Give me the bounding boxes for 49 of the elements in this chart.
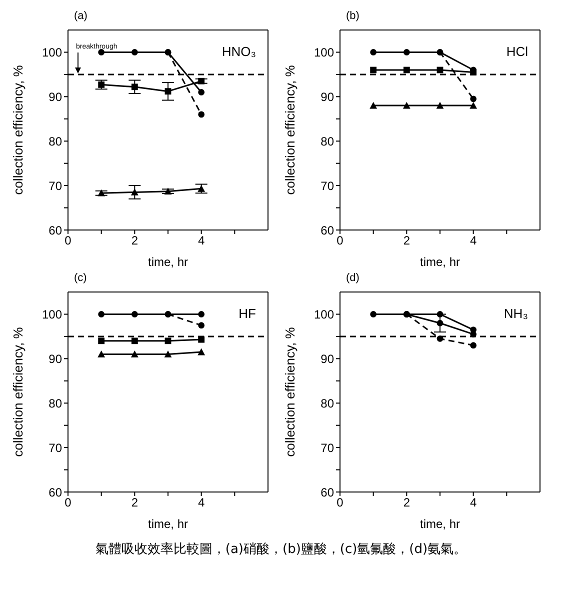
y-tick-label: 80 xyxy=(320,134,334,148)
y-tick-label: 80 xyxy=(320,396,334,410)
y-tick-label: 100 xyxy=(314,45,334,60)
y-tick-label: 80 xyxy=(48,134,62,148)
x-tick-label: 0 xyxy=(64,496,72,510)
chart-title: (c) xyxy=(74,272,87,284)
annotation: NH₃ xyxy=(504,306,528,321)
x-tick-label: 2 xyxy=(131,496,138,510)
y-tick-label: 70 xyxy=(320,440,334,455)
x-tick-label: 4 xyxy=(198,496,205,510)
chart-title: (d) xyxy=(346,272,360,284)
x-axis-title: time, hr xyxy=(420,517,460,531)
x-axis-title: time, hr xyxy=(148,255,188,269)
y-tick-label: 90 xyxy=(48,352,62,366)
y-tick-label: 70 xyxy=(48,178,62,193)
y-tick-label: 90 xyxy=(48,90,62,104)
x-axis-title: time, hr xyxy=(148,517,188,531)
chart-title: (a) xyxy=(74,10,88,22)
x-tick-label: 4 xyxy=(470,234,477,248)
x-tick-label: 2 xyxy=(403,234,410,248)
y-tick-label: 100 xyxy=(314,307,334,322)
y-tick-label: 90 xyxy=(320,90,334,104)
x-tick-label: 0 xyxy=(336,234,344,248)
y-tick-label: 90 xyxy=(320,352,334,366)
text: 氣體吸收效率比較圖，(a)硝酸，(b)鹽酸，(c)氫氟酸，(d)氨氣。 xyxy=(94,541,468,558)
y-tick-label: 100 xyxy=(42,307,62,322)
y-axis-title: collection efficiency, % xyxy=(282,326,298,457)
y-tick-label: 60 xyxy=(48,223,62,238)
y-axis-title: collection efficiency, % xyxy=(10,64,26,195)
x-tick-label: 2 xyxy=(131,234,138,248)
y-axis-title: collection efficiency, % xyxy=(10,326,26,457)
x-tick-label: 4 xyxy=(470,496,477,510)
chart-title: (b) xyxy=(346,10,360,22)
y-tick-label: 60 xyxy=(320,223,334,238)
annotation: HF xyxy=(238,306,256,321)
annotation: HCl xyxy=(506,44,528,59)
x-axis-title: time, hr xyxy=(420,255,460,269)
y-tick-label: 70 xyxy=(48,440,62,455)
x-tick-label: 2 xyxy=(403,496,410,510)
x-tick-label: 0 xyxy=(336,496,344,510)
y-tick-label: 100 xyxy=(42,45,62,60)
y-tick-label: 60 xyxy=(48,485,62,500)
y-tick-label: 80 xyxy=(48,396,62,410)
x-tick-label: 0 xyxy=(64,234,72,248)
annotation: HNO₃ xyxy=(222,44,256,59)
y-axis-title: collection efficiency, % xyxy=(282,64,298,195)
x-tick-label: 4 xyxy=(198,234,205,248)
y-tick-label: 60 xyxy=(320,485,334,500)
y-tick-label: 70 xyxy=(320,178,334,193)
